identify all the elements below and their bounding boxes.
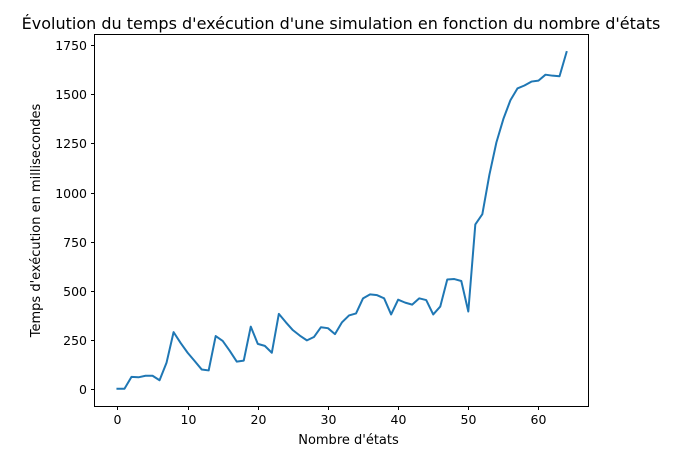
x-tick-label: 20 — [251, 412, 267, 427]
y-tick-label: 1500 — [55, 87, 87, 102]
x-tick-label: 30 — [321, 412, 337, 427]
y-tick-label: 1250 — [55, 136, 87, 151]
y-tick-label: 250 — [63, 333, 87, 348]
axes-frame — [94, 34, 589, 407]
x-axis-label: Nombre d'états — [298, 433, 399, 448]
x-axis: 0 10 20 30 40 50 60 — [114, 406, 547, 427]
y-tick-label: 1000 — [55, 186, 87, 201]
x-tick-label: 40 — [391, 412, 407, 427]
chart-title: Évolution du temps d'exécution d'une sim… — [22, 14, 661, 33]
x-tick-label: 10 — [181, 412, 197, 427]
plot-area — [116, 50, 568, 390]
y-axis-label: Temps d'exécution en millisecondes — [29, 104, 44, 339]
x-tick-label: 0 — [114, 412, 122, 427]
x-tick-label: 50 — [461, 412, 477, 427]
y-tick-label: 500 — [63, 284, 87, 299]
x-tick-label: 60 — [531, 412, 547, 427]
y-tick-label: 0 — [79, 382, 87, 397]
y-axis: 0 250 500 750 1000 1250 1500 1750 — [55, 38, 95, 397]
y-tick-label: 1750 — [55, 38, 87, 53]
series-line-1 — [116, 50, 568, 390]
y-tick-label: 750 — [63, 235, 87, 250]
